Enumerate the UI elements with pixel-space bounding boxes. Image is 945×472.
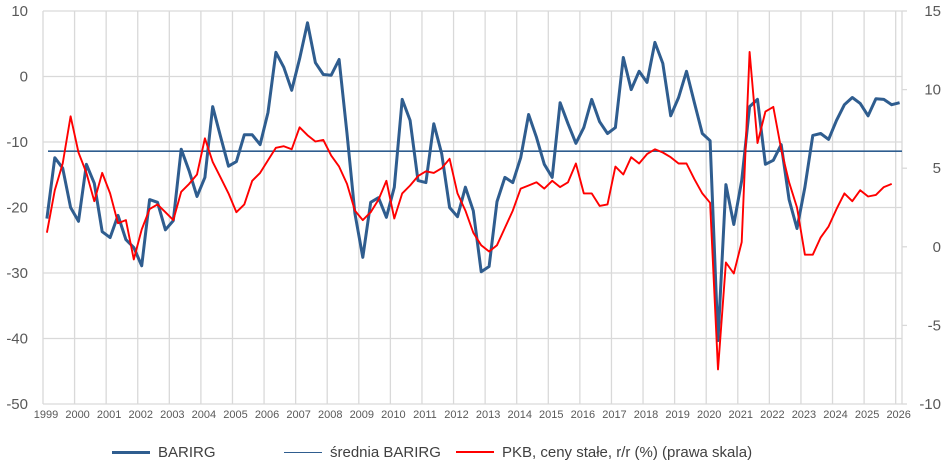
series-line-barirg [45,21,900,342]
legend-label: BARIRG [158,443,216,461]
x-tick-label: 2004 [192,409,216,421]
legend-label: PKB, ceny stałe, r/r (%) (prawa skala) [502,443,753,461]
legend-item-barirg: BARIRG [112,441,216,463]
x-tick-label: 2024 [823,409,847,421]
x-tick-label: 1999 [34,409,58,421]
y-right-tick-label: -5 [928,317,941,334]
x-tick-label: 2017 [602,409,626,421]
y-left-tick-label: 10 [11,3,28,20]
x-tick-label: 2021 [729,409,753,421]
series-lines [45,21,902,371]
legend-swatch-barirg [112,450,150,454]
x-tick-label: 2005 [223,409,247,421]
legend-swatch-pkb [456,451,494,453]
legend-item-pkb: PKB, ceny stałe, r/r (%) (prawa skala) [456,441,752,463]
legend-item-srednia: średnia BARIRG [284,441,441,463]
y-right-tick-label: 0 [933,239,941,256]
y-right-tick-label: 15 [924,3,941,20]
x-tick-label: 2007 [286,409,310,421]
legend-label: średnia BARIRG [330,443,441,461]
axis-ticks: 10 0 -10 -20 -30 -40 -50 15 10 5 0 -5 -10 1999 2000 200… [6,3,941,421]
x-tick-label: 2018 [634,409,658,421]
x-tick-label: 2020 [697,409,721,421]
y-right-tick-label: 5 [933,160,941,177]
x-tick-label: 2009 [350,409,374,421]
x-tick-label: 2001 [97,409,121,421]
y-left-tick-label: -50 [6,396,28,413]
series-line-pkb [45,50,893,371]
legend: BARIRG średnia BARIRG PKB, ceny stałe, r… [0,441,945,463]
y-left-tick-label: -40 [6,331,28,348]
y-left-tick-label: -20 [6,200,28,217]
y-left-tick-label: -10 [6,134,28,151]
x-tick-label: 2008 [318,409,342,421]
x-tick-label: 2002 [129,409,153,421]
x-tick-label: 2003 [160,409,184,421]
y-right-tick-label: 10 [924,82,941,99]
legend-swatch-srednia [284,451,322,453]
x-tick-label: 2013 [476,409,500,421]
x-tick-label: 2015 [539,409,563,421]
x-tick-label: 2000 [65,409,89,421]
x-tick-label: 2014 [507,409,531,421]
x-tick-label: 2016 [571,409,595,421]
x-tick-label: 2022 [760,409,784,421]
x-tick-label: 2012 [444,409,468,421]
x-tick-label: 2026 [886,409,910,421]
y-left-tick-label: 0 [20,69,28,86]
y-right-tick-label: -10 [919,396,941,413]
gridlines [42,10,907,405]
x-tick-label: 2019 [665,409,689,421]
x-tick-label: 2025 [855,409,879,421]
y-left-tick-label: -30 [6,265,28,282]
x-tick-label: 2006 [255,409,279,421]
x-tick-label: 2010 [381,409,405,421]
x-tick-label: 2011 [413,409,437,421]
x-tick-label: 2023 [792,409,816,421]
